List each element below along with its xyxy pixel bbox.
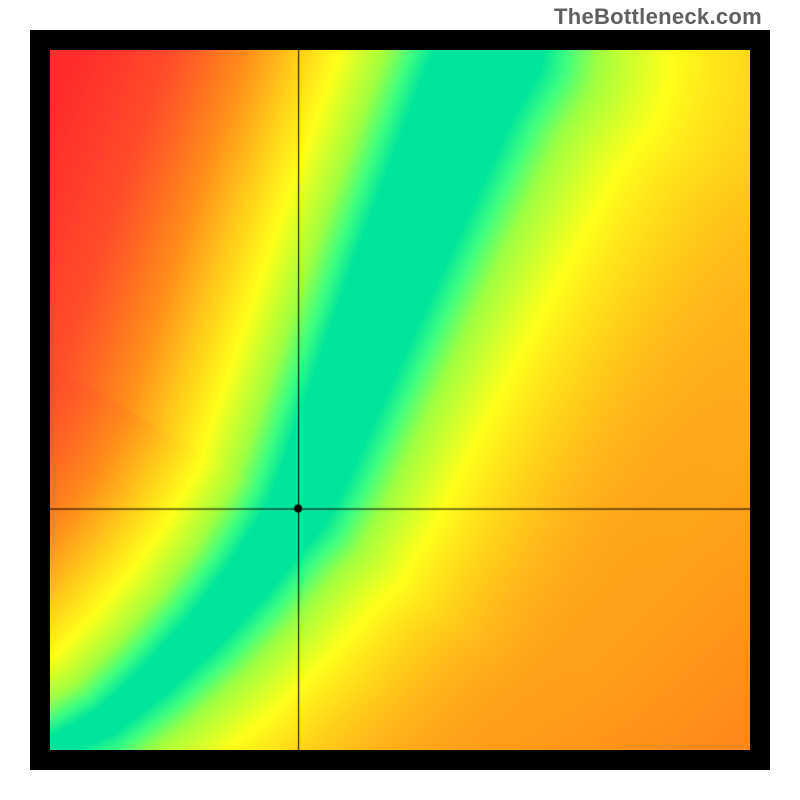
heatmap-canvas: [50, 50, 750, 750]
plot-frame: [30, 30, 770, 770]
watermark-text: TheBottleneck.com: [554, 4, 762, 30]
chart-container: TheBottleneck.com: [0, 0, 800, 800]
